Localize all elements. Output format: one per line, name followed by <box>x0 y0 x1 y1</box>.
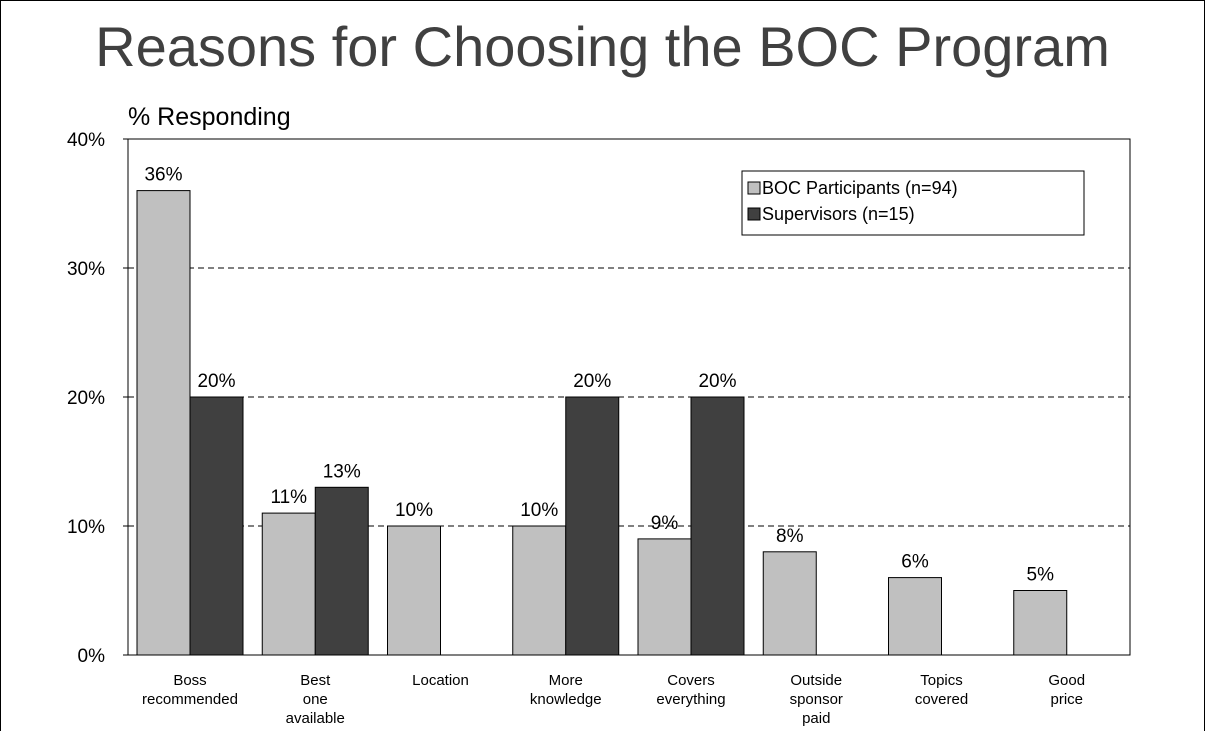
bar-participants <box>888 577 942 656</box>
data-label: 20% <box>197 371 235 392</box>
category-label: Good <box>1048 672 1085 689</box>
category-label: paid <box>802 710 830 727</box>
category-label: knowledge <box>530 691 602 708</box>
category-label: More <box>549 672 583 689</box>
y-tick-label: 40% <box>67 130 105 151</box>
legend-swatch <box>747 181 761 195</box>
bar-participants <box>762 551 817 656</box>
slide-border-left <box>0 0 1 731</box>
bar-participants <box>387 525 441 656</box>
category-label: everything <box>656 691 725 708</box>
category-label: Best <box>300 672 331 689</box>
category-label: available <box>286 710 345 727</box>
category-label: Boss <box>173 672 206 689</box>
data-label: 9% <box>651 513 679 534</box>
data-label: 20% <box>573 371 611 392</box>
category-label: price <box>1050 691 1083 708</box>
data-label: 10% <box>520 500 558 521</box>
bar-supervisors <box>565 396 620 656</box>
category-label: Topics <box>920 672 963 689</box>
legend-swatch <box>747 207 761 221</box>
category-label: recommended <box>142 691 238 708</box>
bar-supervisors <box>189 396 244 656</box>
data-label: 36% <box>144 165 182 186</box>
legend-label: Supervisors (n=15) <box>762 204 915 224</box>
data-label: 13% <box>323 461 361 482</box>
category-label: one <box>303 691 328 708</box>
data-label: 8% <box>776 526 804 547</box>
slide-border-top <box>0 0 1205 1</box>
bar-participants <box>512 525 567 656</box>
y-tick-label: 0% <box>78 646 106 667</box>
data-label: 10% <box>395 500 433 521</box>
legend-label: BOC Participants (n=94) <box>762 178 958 198</box>
bar-participants <box>261 512 316 656</box>
data-label: 5% <box>1027 565 1055 586</box>
data-label: 20% <box>698 371 736 392</box>
legend <box>741 170 1085 236</box>
bar-participants <box>136 190 191 656</box>
category-label: sponsor <box>790 691 843 708</box>
category-label: Outside <box>790 672 842 689</box>
category-label: covered <box>915 691 968 708</box>
y-tick-label: 20% <box>67 388 105 409</box>
bar-participants <box>637 538 692 656</box>
y-tick-label: 10% <box>67 517 105 538</box>
category-label: Location <box>412 672 469 689</box>
slide-title: Reasons for Choosing the BOC Program <box>95 15 1110 78</box>
data-label: 11% <box>270 487 307 508</box>
bar-supervisors <box>690 396 745 656</box>
bar-supervisors <box>314 486 369 656</box>
data-label: 6% <box>901 552 929 573</box>
y-axis-label: % Responding <box>128 103 291 131</box>
y-tick-label: 30% <box>67 259 105 280</box>
category-label: Covers <box>667 672 715 689</box>
bar-participants <box>1013 590 1068 656</box>
